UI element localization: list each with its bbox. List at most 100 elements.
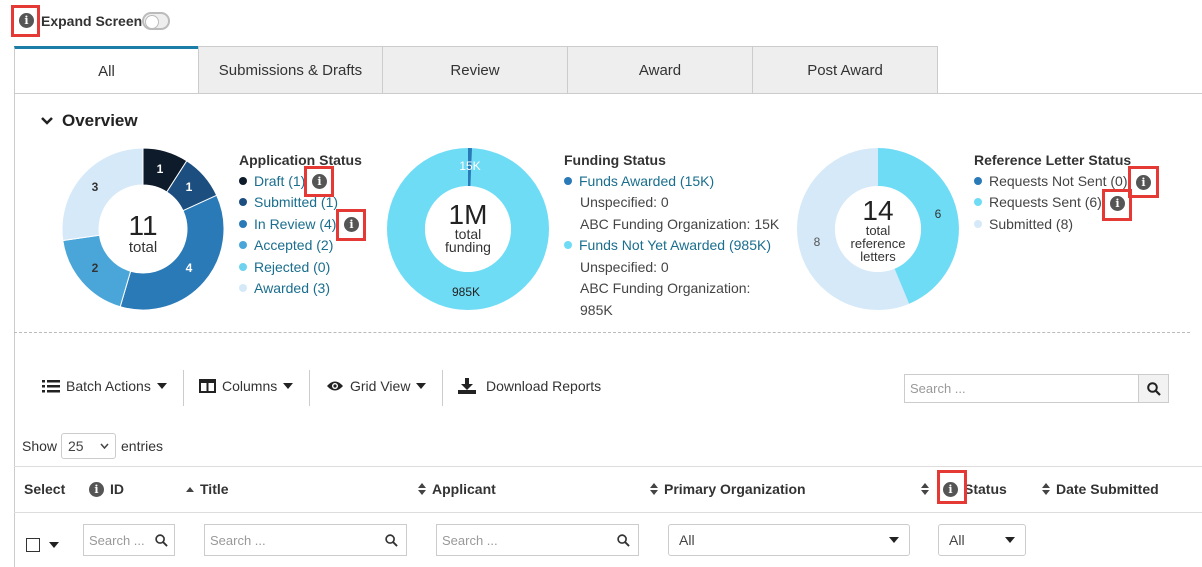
title-filter-input[interactable]: Search ... <box>204 524 407 556</box>
highlight-box <box>937 470 967 504</box>
toolbar-separator <box>309 370 310 406</box>
draft-info-icon[interactable]: i <box>312 174 327 189</box>
organization-filter-value: All <box>679 532 695 548</box>
app-total-label: total <box>129 239 157 256</box>
search-icon <box>385 533 398 547</box>
chevron-down-icon <box>41 117 53 125</box>
legend-funds-not-awarded[interactable]: Funds Not Yet Awarded (985K) <box>564 237 771 253</box>
caret-down-icon <box>416 383 427 389</box>
search-icon <box>155 533 168 547</box>
column-date-submitted[interactable]: Date Submitted <box>1042 481 1159 497</box>
grid-view-button[interactable]: Grid View <box>326 378 427 394</box>
entries-label: entries <box>121 438 164 454</box>
overview-title: Overview <box>62 111 138 130</box>
reference-label1: total <box>866 223 891 238</box>
column-id[interactable]: i ID <box>89 481 124 497</box>
app-total-number: 11 <box>128 210 157 241</box>
columns-icon <box>199 379 216 393</box>
app-status-title: Application Status <box>239 152 362 168</box>
download-icon <box>458 378 476 394</box>
entries-value: 25 <box>68 438 84 454</box>
legend-draft[interactable]: Draft (1) <box>239 173 305 189</box>
overview-divider <box>14 332 1190 333</box>
awarded-unspecified: Unspecified: 0 <box>580 194 669 210</box>
table-top-border <box>14 466 1202 467</box>
column-status[interactable]: i Status <box>921 481 1007 497</box>
search-icon <box>1146 381 1161 396</box>
slice-label-draft: 1 <box>157 162 164 176</box>
legend-submitted[interactable]: Submitted (1) <box>239 194 338 210</box>
chevron-down-icon <box>100 443 109 449</box>
eye-icon <box>327 381 343 391</box>
table-header-border <box>14 512 1202 513</box>
legend-accepted[interactable]: Accepted (2) <box>239 237 333 253</box>
column-applicant[interactable]: Applicant <box>418 481 496 497</box>
legend-funds-awarded[interactable]: Funds Awarded (15K) <box>564 173 714 189</box>
requests-not-sent-info-icon[interactable]: i <box>1136 175 1151 190</box>
highlight-box <box>1128 166 1159 198</box>
funding-status-title: Funding Status <box>564 152 666 168</box>
status-info-icon[interactable]: i <box>943 481 958 497</box>
not-awarded-abc-value: 985K <box>580 302 613 318</box>
not-awarded-unspecified: Unspecified: 0 <box>580 259 669 275</box>
reference-status-chart: 14 total reference letters 6 8 <box>797 148 959 310</box>
tab-review[interactable]: Review <box>382 46 568 94</box>
slice-label-submitted: 1 <box>186 180 193 194</box>
show-label: Show <box>22 438 58 454</box>
list-icon <box>42 380 60 393</box>
id-filter-input[interactable]: Search ... <box>83 524 175 556</box>
funding-status-chart: 1M total funding 15K 985K <box>387 148 549 310</box>
slice-label-awarded: 3 <box>92 180 99 194</box>
reference-status-title: Reference Letter Status <box>974 152 1132 168</box>
expand-screen-label: Expand Screen <box>41 13 143 29</box>
expand-screen-toggle[interactable] <box>142 12 170 30</box>
reference-slice-submitted: 8 <box>814 235 821 249</box>
select-all-checkbox[interactable] <box>26 538 40 552</box>
tab-all[interactable]: All <box>14 46 199 94</box>
funding-total-label2: funding <box>445 239 491 255</box>
table-search-button[interactable] <box>1138 374 1169 403</box>
legend-awarded[interactable]: Awarded (3) <box>239 280 330 296</box>
highlight-box <box>336 209 366 241</box>
tab-post-award[interactable]: Post Award <box>752 46 938 94</box>
legend-requests-not-sent[interactable]: Requests Not Sent (0) <box>974 173 1128 189</box>
column-title[interactable]: Title <box>186 481 229 497</box>
select-menu-caret-icon[interactable] <box>49 542 59 548</box>
batch-actions-button[interactable]: Batch Actions <box>42 378 167 394</box>
caret-down-icon <box>1005 537 1015 543</box>
awarded-abc: ABC Funding Organization: 15K <box>580 216 780 232</box>
download-reports-button[interactable]: Download Reports <box>458 378 601 394</box>
tab-award[interactable]: Award <box>567 46 753 94</box>
column-select: Select <box>24 481 66 497</box>
status-filter-value: All <box>949 532 965 548</box>
columns-button[interactable]: Columns <box>199 378 294 394</box>
expand-info-icon[interactable]: i <box>19 13 34 28</box>
organization-filter-select[interactable]: All <box>668 524 910 556</box>
legend-submitted-letters[interactable]: Submitted (8) <box>974 216 1073 232</box>
reference-total-number: 14 <box>862 195 893 226</box>
legend-requests-sent[interactable]: Requests Sent (6) <box>974 194 1102 210</box>
legend-rejected[interactable]: Rejected (0) <box>239 259 330 275</box>
in-review-info-icon[interactable]: i <box>344 217 359 232</box>
download-reports-label: Download Reports <box>486 378 602 394</box>
tab-submissions-drafts[interactable]: Submissions & Drafts <box>198 46 383 94</box>
id-info-icon[interactable]: i <box>89 481 104 497</box>
overview-toggle[interactable]: Overview <box>40 111 138 131</box>
highlight-box <box>1102 189 1132 221</box>
batch-actions-label: Batch Actions <box>66 378 151 394</box>
requests-sent-info-icon[interactable]: i <box>1110 196 1125 211</box>
caret-down-icon <box>283 383 294 389</box>
caret-down-icon <box>156 383 167 389</box>
highlight-box <box>304 166 334 197</box>
legend-in-review[interactable]: In Review (4) <box>239 216 336 232</box>
column-primary-organization[interactable]: Primary Organization <box>650 481 806 497</box>
columns-label: Columns <box>222 378 278 394</box>
entries-select[interactable]: 25 <box>61 433 116 459</box>
status-filter-select[interactable]: All <box>938 524 1026 556</box>
slice-label-in-review: 4 <box>186 261 193 275</box>
slice-label-accepted: 2 <box>92 261 99 275</box>
not-awarded-abc: ABC Funding Organization: <box>580 280 751 296</box>
table-search-input[interactable]: Search ... <box>904 374 1140 403</box>
applicant-filter-input[interactable]: Search ... <box>436 524 639 556</box>
toolbar-separator <box>183 370 184 406</box>
